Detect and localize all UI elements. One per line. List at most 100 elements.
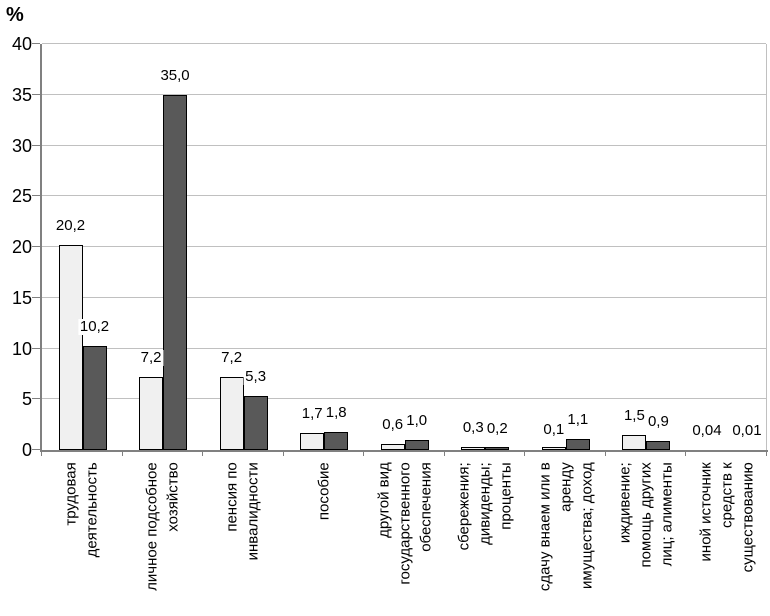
gridline	[42, 144, 766, 146]
category-label-line: пенсия по	[224, 461, 242, 532]
y-axis-tick	[32, 398, 40, 400]
y-axis-tick-label: 35	[11, 84, 32, 105]
bar	[541, 447, 566, 450]
bar	[565, 438, 590, 450]
y-axis-tick-label: 15	[11, 287, 32, 308]
bar-value-label: 1,5	[621, 406, 647, 424]
bar-value-label: 0,3	[460, 418, 486, 436]
bar-value-label: 35,0	[158, 66, 192, 84]
y-axis-tick-label: 5	[21, 389, 32, 410]
y-axis-tick	[32, 347, 40, 349]
category-label-line: инвалидности	[245, 461, 263, 561]
category-label-line: имущества; доход	[578, 461, 596, 589]
y-axis-tick	[32, 195, 40, 197]
bar	[404, 439, 429, 450]
bar-value-label: 1,7	[299, 404, 325, 422]
bar-value-label: 7,2	[138, 348, 164, 366]
x-axis-tick	[685, 450, 687, 456]
bar-value-label: 10,2	[77, 318, 112, 336]
category-label: сдачу внаем или в аренду имущества; доход	[525, 462, 606, 614]
bar-value-label: 0,2	[484, 419, 510, 437]
gridline	[42, 195, 766, 197]
bar-value-label: 0,01	[730, 421, 764, 439]
category-label-line: пособие	[315, 461, 333, 520]
category-label-line: трудовая	[63, 461, 81, 526]
category-label-line: деятельность	[84, 461, 102, 558]
category-label-line: помощь других	[637, 461, 655, 568]
category-label: пенсия по инвалидности	[203, 462, 284, 614]
gridline	[42, 93, 766, 95]
y-axis-tick	[32, 246, 40, 247]
y-axis-tick	[32, 43, 40, 44]
x-axis-tick	[766, 450, 767, 456]
y-axis-tick-label: 20	[11, 237, 32, 257]
bar	[622, 434, 647, 450]
category-label: пособие	[284, 462, 365, 614]
y-axis-tick-label: 30	[11, 135, 32, 156]
category-label-line: существованию	[739, 461, 757, 573]
category-label: другой вид государственного обеспечения	[364, 462, 445, 614]
category-label-line: иной источник	[697, 461, 715, 562]
category-label: трудовая деятельность	[42, 462, 123, 614]
y-axis-line	[40, 44, 42, 452]
category-label-line: аренду	[557, 461, 575, 512]
category-label: иждивение; помощь других лиц; алименты	[606, 462, 687, 614]
bar	[646, 440, 671, 450]
y-axis-tick-label: 10	[11, 338, 32, 359]
y-axis-unit-label: %	[6, 4, 24, 26]
bar-value-label: 7,2	[219, 348, 245, 366]
y-axis-tick-label: 0	[21, 440, 32, 460]
bar	[139, 376, 164, 450]
bar	[58, 244, 83, 450]
x-axis-line	[40, 450, 768, 452]
y-axis-tick	[32, 296, 40, 298]
bar	[163, 94, 188, 450]
bar	[82, 346, 107, 450]
bar	[300, 432, 325, 450]
x-axis-tick	[121, 450, 123, 456]
bar	[485, 447, 510, 450]
bar	[380, 443, 405, 450]
category-label-line: средств к	[718, 461, 736, 528]
bar	[219, 376, 244, 450]
category-label-line: личное подсобное	[143, 461, 161, 591]
bar-value-label: 0,1	[541, 420, 567, 438]
x-axis-tick	[282, 450, 284, 456]
x-axis-tick	[41, 450, 42, 456]
bar	[243, 396, 268, 450]
plot-right-border	[766, 44, 767, 450]
bar-value-label: 5,3	[243, 368, 269, 386]
category-label-line: обеспечения	[416, 461, 434, 552]
gridline	[42, 43, 766, 44]
bar-value-label: 0,6	[380, 415, 406, 433]
bar-value-label: 1,1	[565, 410, 591, 428]
bar-value-label: 0,9	[645, 412, 671, 430]
category-label-line: другой вид	[374, 461, 392, 538]
x-axis-tick	[524, 450, 526, 456]
x-axis-tick	[363, 450, 365, 456]
x-axis-tick	[202, 450, 204, 456]
bar	[461, 446, 486, 450]
category-label-line: сдачу внаем или в	[536, 461, 554, 591]
category-label: сбережения; дивиденды; проценты	[445, 462, 526, 614]
bar-value-label: 1,0	[404, 411, 430, 429]
bar-value-label: 0,04	[690, 421, 724, 439]
category-label-line: государственного	[395, 461, 413, 585]
gridline	[42, 296, 766, 298]
category-label-line: лиц; алименты	[658, 461, 676, 567]
bar	[324, 431, 349, 450]
category-label: иной источник средств к существованию	[686, 462, 767, 614]
x-axis-tick	[443, 450, 445, 456]
gridline	[42, 398, 766, 400]
bar-value-label: 1,8	[323, 403, 349, 421]
y-axis-tick-label: 40	[11, 34, 32, 54]
gridline	[42, 347, 766, 349]
plot-area: 0 5 10 15 20 25 30 35 40 20,2 7,2 7,2 1,7 0,6 0,3 0,1 1,…	[12, 34, 768, 591]
y-axis-tick	[32, 93, 40, 95]
y-axis-tick-label: 25	[11, 186, 32, 207]
bar-value-label: 20,2	[53, 216, 88, 234]
y-axis-tick	[32, 144, 40, 146]
category-label-line: сбережения;	[455, 461, 473, 551]
x-axis-tick	[604, 450, 606, 456]
